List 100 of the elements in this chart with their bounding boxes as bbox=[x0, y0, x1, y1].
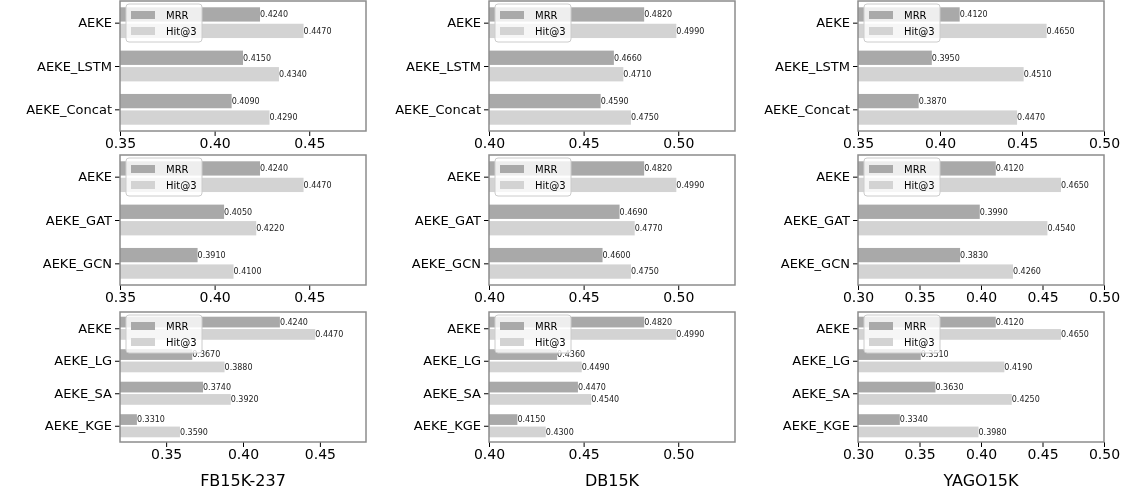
y-tick-label: AEKE_SA bbox=[54, 385, 113, 401]
data-label: 0.4540 bbox=[591, 395, 620, 405]
x-tick-label: 0.45 bbox=[1006, 134, 1039, 151]
legend-label: MRR bbox=[904, 163, 927, 175]
x-tick-label: 0.45 bbox=[568, 288, 600, 305]
data-label: 0.4690 bbox=[619, 207, 648, 217]
legend-label: Hit@3 bbox=[166, 25, 197, 37]
data-label: 0.4990 bbox=[676, 330, 705, 340]
legend-label: MRR bbox=[166, 320, 189, 332]
legend-label: MRR bbox=[166, 9, 189, 21]
y-tick-label: AEKE_KGE bbox=[44, 418, 112, 434]
y-tick-label: AEKE_Concat bbox=[395, 101, 481, 117]
data-label: 0.4150 bbox=[517, 415, 546, 425]
y-tick-label: AEKE_SA bbox=[423, 385, 482, 401]
data-label: 0.3310 bbox=[136, 415, 165, 425]
data-label: 0.4470 bbox=[1017, 113, 1046, 123]
data-label: 0.3950 bbox=[931, 53, 960, 63]
data-label: 0.4120 bbox=[995, 317, 1024, 327]
x-tick-label: 0.40 bbox=[199, 288, 231, 305]
data-label: 0.4470 bbox=[303, 26, 332, 36]
data-label: 0.3590 bbox=[179, 427, 208, 437]
x-tick-label: 0.50 bbox=[663, 445, 695, 462]
data-label: 0.4820 bbox=[644, 317, 673, 327]
data-label: 0.4820 bbox=[644, 164, 673, 174]
y-tick-label: AEKE_LG bbox=[792, 353, 850, 369]
x-tick-label: 0.50 bbox=[663, 134, 695, 151]
x-tick-label: 0.40 bbox=[965, 288, 998, 305]
data-label: 0.3340 bbox=[899, 415, 928, 425]
legend-label: MRR bbox=[535, 9, 558, 21]
data-label: 0.4600 bbox=[602, 250, 631, 260]
data-label: 0.4340 bbox=[278, 70, 307, 80]
x-tick-label: 0.40 bbox=[473, 288, 506, 305]
data-label: 0.4300 bbox=[545, 427, 574, 437]
data-label: 0.4120 bbox=[995, 164, 1024, 174]
data-label: 0.4470 bbox=[315, 330, 344, 340]
legend-label: MRR bbox=[904, 9, 927, 21]
data-label: 0.4820 bbox=[644, 10, 673, 20]
x-tick-label: 0.40 bbox=[965, 445, 998, 462]
y-tick-label: AEKE_LSTM bbox=[775, 58, 850, 74]
data-label: 0.4510 bbox=[1023, 70, 1052, 80]
legend-label: MRR bbox=[166, 163, 189, 175]
x-tick-label: 0.40 bbox=[227, 445, 260, 462]
y-tick-label: AEKE_GCN bbox=[411, 255, 481, 271]
x-axis-title: DB15K bbox=[584, 471, 640, 490]
legend-label: MRR bbox=[904, 320, 927, 332]
y-tick-label: AEKE bbox=[447, 15, 481, 31]
x-tick-label: 0.30 bbox=[842, 288, 875, 305]
x-tick-label: 0.35 bbox=[151, 445, 183, 462]
x-tick-label: 0.45 bbox=[294, 134, 326, 151]
data-label: 0.4150 bbox=[243, 53, 271, 63]
data-label: 0.3510 bbox=[920, 350, 949, 360]
legend-label: MRR bbox=[535, 320, 558, 332]
x-tick-label: 0.40 bbox=[473, 445, 506, 462]
data-label: 0.3630 bbox=[935, 382, 964, 392]
y-tick-label: AEKE_LSTM bbox=[406, 58, 481, 74]
y-tick-label: AEKE_SA bbox=[792, 385, 851, 401]
legend-label: Hit@3 bbox=[166, 336, 197, 348]
data-label: 0.4290 bbox=[269, 113, 298, 123]
data-label: 0.4660 bbox=[613, 53, 642, 63]
y-tick-label: AEKE bbox=[816, 15, 850, 31]
data-label: 0.4750 bbox=[630, 267, 659, 277]
y-tick-label: AEKE_GAT bbox=[414, 212, 482, 228]
x-tick-label: 0.35 bbox=[104, 288, 137, 305]
legend-label: Hit@3 bbox=[535, 336, 566, 348]
y-tick-label: AEKE bbox=[447, 320, 481, 336]
data-label: 0.4050 bbox=[224, 207, 253, 217]
x-tick-label: 0.45 bbox=[1027, 445, 1059, 462]
data-label: 0.4190 bbox=[1004, 362, 1033, 372]
y-tick-label: AEKE_KGE bbox=[413, 418, 481, 434]
data-label: 0.4650 bbox=[1060, 180, 1089, 190]
data-label: 0.4240 bbox=[260, 164, 289, 174]
y-tick-label: AEKE bbox=[816, 169, 850, 185]
data-label: 0.3830 bbox=[960, 250, 989, 260]
x-tick-label: 0.35 bbox=[904, 445, 936, 462]
x-tick-label: 0.45 bbox=[568, 134, 600, 151]
data-label: 0.3910 bbox=[197, 250, 226, 260]
data-label: 0.4990 bbox=[676, 180, 705, 190]
data-label: 0.3920 bbox=[230, 395, 259, 405]
y-tick-label: AEKE bbox=[78, 169, 112, 185]
x-tick-label: 0.45 bbox=[304, 445, 336, 462]
data-label: 0.3880 bbox=[224, 362, 253, 372]
data-label: 0.4250 bbox=[1011, 395, 1040, 405]
x-tick-label: 0.40 bbox=[924, 134, 957, 151]
data-label: 0.4770 bbox=[634, 224, 663, 234]
legend-label: Hit@3 bbox=[904, 179, 935, 191]
y-tick-label: AEKE bbox=[78, 15, 112, 31]
x-axis-title: FB15K-237 bbox=[200, 471, 286, 490]
legend-label: Hit@3 bbox=[166, 179, 197, 191]
y-tick-label: AEKE_GCN bbox=[780, 255, 850, 271]
data-label: 0.4260 bbox=[1012, 267, 1041, 277]
data-label: 0.4750 bbox=[630, 113, 659, 123]
x-tick-label: 0.50 bbox=[1088, 445, 1121, 462]
data-label: 0.3870 bbox=[918, 96, 947, 106]
data-label: 0.4540 bbox=[1047, 224, 1076, 234]
data-label: 0.4470 bbox=[577, 382, 606, 392]
y-tick-label: AEKE_LG bbox=[423, 353, 481, 369]
x-tick-label: 0.50 bbox=[1088, 288, 1121, 305]
data-label: 0.4650 bbox=[1046, 26, 1075, 36]
y-tick-label: AEKE bbox=[78, 320, 112, 336]
data-label: 0.4470 bbox=[303, 180, 332, 190]
